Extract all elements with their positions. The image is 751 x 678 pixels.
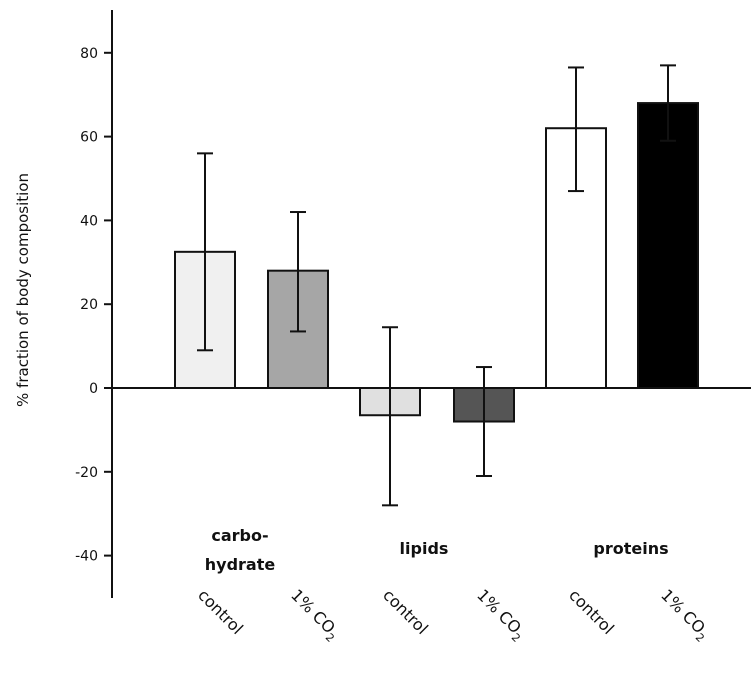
y-tick-label: 80	[80, 46, 98, 62]
group-label: hydrate	[205, 555, 276, 574]
category-label: control	[194, 585, 247, 638]
group-label: proteins	[593, 539, 668, 558]
y-tick-label: 20	[80, 297, 98, 313]
category-label: control	[565, 585, 618, 638]
y-tick-label: -20	[75, 465, 98, 481]
category-label: control	[379, 585, 432, 638]
category-label: 1% CO2	[284, 585, 344, 645]
labels: carbo-hydrate lipids proteins control 1% CO2…	[194, 526, 714, 645]
group-label: carbo-	[211, 526, 268, 545]
y-tick-label: 60	[80, 130, 98, 146]
y-axis-label: % fraction of body composition	[14, 173, 32, 407]
error-bars	[197, 64, 676, 507]
y-tick-label: 40	[80, 213, 98, 229]
bars	[174, 102, 699, 423]
y-tick-label: -40	[75, 549, 98, 565]
category-label: 1% CO2	[470, 585, 530, 645]
y-tick-label: 0	[89, 381, 98, 397]
group-label: lipids	[400, 539, 449, 558]
bar	[637, 102, 699, 390]
category-label: 1% CO2	[654, 585, 714, 645]
